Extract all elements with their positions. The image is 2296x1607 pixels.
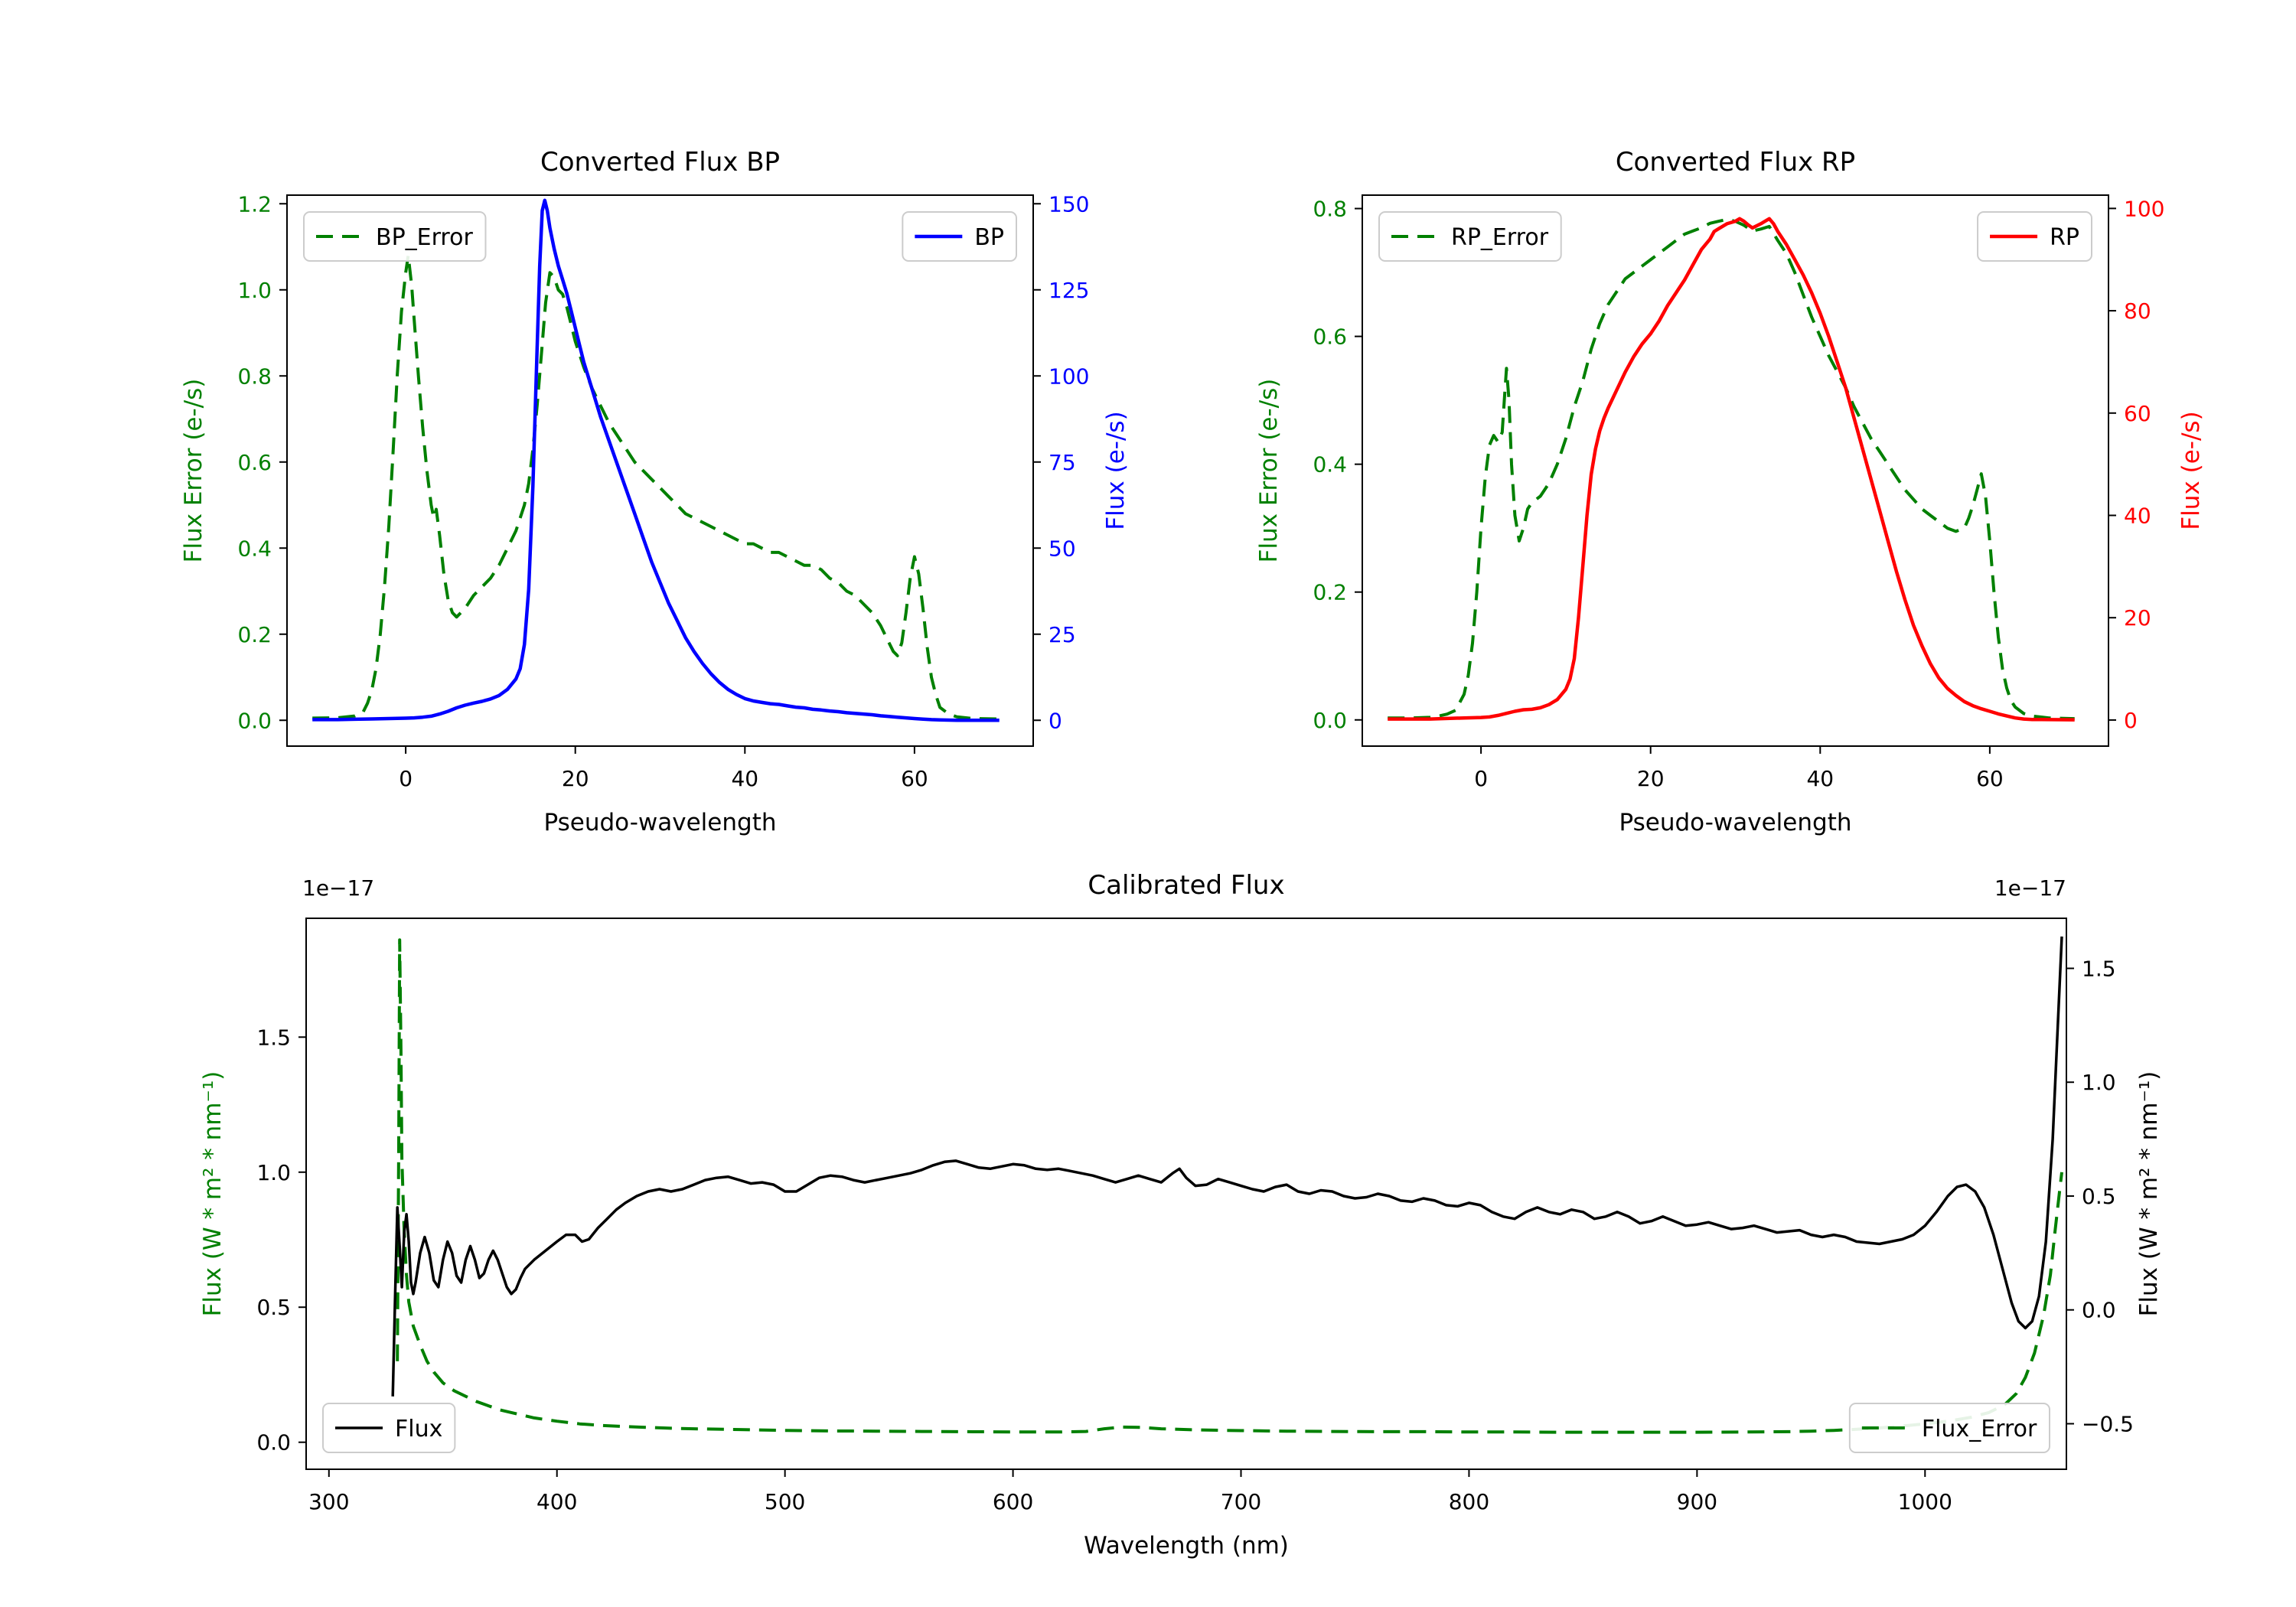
y-axis-label-right: Flux (W * m² * nm⁻¹): [2135, 1071, 2163, 1317]
x-axis-label: Pseudo-wavelength: [543, 809, 776, 836]
x-tick-label: 300: [308, 1489, 349, 1514]
y-tick-label-right: 1.0: [2082, 1070, 2116, 1095]
x-tick-label: 0: [399, 766, 413, 791]
legend-BP: BP: [902, 211, 1017, 262]
legend-BP_Error: BP_Error: [303, 211, 487, 262]
y-tick-label-right: 0.0: [2082, 1298, 2116, 1323]
legend-label: Flux: [395, 1416, 442, 1442]
offset-text-left: 1e−17: [302, 875, 374, 901]
y-tick-label-left: 0.2: [1313, 580, 1347, 605]
legend-Flux_Error: Flux_Error: [1848, 1403, 2050, 1453]
y-tick-label-right: −0.5: [2082, 1411, 2134, 1436]
x-tick-label: 40: [731, 766, 758, 791]
y-tick-label-left: 0.6: [1313, 324, 1347, 350]
legend-RP_Error: RP_Error: [1378, 211, 1562, 262]
legend-box: [1378, 211, 1562, 262]
y-tick-label-left: 0.8: [1313, 197, 1347, 222]
x-tick-label: 0: [1474, 766, 1488, 791]
x-tick-label: 800: [1449, 1489, 1489, 1514]
y-tick-label-left: 0.0: [237, 708, 272, 733]
x-tick-label: 400: [536, 1489, 577, 1514]
x-tick-label: 900: [1677, 1489, 1717, 1514]
legend-label: BP_Error: [376, 224, 473, 251]
x-tick-label: 1000: [1898, 1489, 1952, 1514]
legend-label: RP_Error: [1451, 224, 1549, 251]
y-tick-label-right: 0: [1049, 708, 1062, 733]
x-tick-label: 60: [901, 766, 928, 791]
series-Flux: [391, 936, 2063, 1397]
y-axis-label-left: Flux Error (e-/s): [1255, 379, 1283, 563]
chart-title: Converted Flux BP: [540, 147, 780, 178]
legend-label: BP: [974, 224, 1004, 251]
y-tick-label-right: 125: [1049, 278, 1089, 303]
y-tick-label-right: 60: [2124, 401, 2151, 426]
offset-text-right: 1e−17: [1994, 875, 2066, 901]
y-tick-label-right: 25: [1049, 622, 1076, 647]
y-axis-label-right: Flux (e-/s): [1102, 411, 1130, 530]
legend-box: [322, 1403, 456, 1453]
y-tick-label-left: 0.6: [237, 450, 272, 475]
axes-frame: [1362, 194, 2109, 747]
y-tick-label-left: 1.0: [237, 278, 272, 303]
y-axis-label-left: Flux Error (e-/s): [180, 379, 207, 563]
y-tick-label-left: 1.0: [256, 1160, 291, 1185]
y-tick-label-right: 100: [1049, 363, 1089, 389]
series-BP_Error: [312, 253, 1000, 721]
y-tick-label-left: 0.4: [1313, 452, 1347, 478]
series-RP: [1388, 217, 2075, 722]
axes-frame: [305, 918, 2067, 1470]
y-tick-label-left: 0.5: [256, 1295, 291, 1320]
y-tick-label-left: 1.2: [237, 191, 272, 217]
series-BP: [312, 198, 1000, 722]
y-tick-label-right: 100: [2124, 196, 2164, 221]
x-tick-label: 500: [765, 1489, 805, 1514]
series-Flux_Error: [396, 938, 2063, 1434]
y-tick-label-right: 75: [1049, 450, 1076, 475]
x-tick-label: 600: [993, 1489, 1033, 1514]
y-tick-label-right: 40: [2124, 503, 2151, 528]
x-tick-label: 60: [1976, 766, 2004, 791]
y-tick-label-right: 0: [2124, 708, 2138, 733]
y-tick-label-left: 1.5: [256, 1025, 291, 1050]
axes-frame: [286, 194, 1034, 747]
y-tick-label-right: 20: [2124, 605, 2151, 631]
y-tick-label-left: 0.2: [237, 622, 272, 647]
legend-box: [1848, 1403, 2050, 1453]
legend-Flux: Flux: [322, 1403, 456, 1453]
chart-title: Converted Flux RP: [1616, 147, 1855, 178]
legend-label: RP: [2050, 224, 2079, 251]
x-tick-label: 20: [1637, 766, 1665, 791]
y-tick-label-right: 80: [2124, 298, 2151, 324]
chart-title: Calibrated Flux: [1088, 870, 1284, 901]
x-tick-label: 20: [562, 766, 589, 791]
x-axis-label: Wavelength (nm): [1084, 1532, 1289, 1560]
y-axis-label-right: Flux (e-/s): [2177, 411, 2205, 530]
y-axis-label-left: Flux (W * m² * nm⁻¹): [199, 1071, 227, 1317]
legend-RP: RP: [1977, 211, 2092, 262]
y-tick-label-right: 0.5: [2082, 1184, 2116, 1209]
y-tick-label-right: 150: [1049, 191, 1089, 217]
y-tick-label-right: 1.5: [2082, 956, 2116, 981]
x-tick-label: 40: [1806, 766, 1834, 791]
y-tick-label-right: 50: [1049, 536, 1076, 561]
series-RP_Error: [1388, 217, 2075, 721]
y-tick-label-left: 0.8: [237, 363, 272, 389]
x-tick-label: 700: [1221, 1489, 1261, 1514]
y-tick-label-left: 0.0: [256, 1430, 291, 1455]
y-tick-label-left: 0.0: [1313, 708, 1347, 733]
x-axis-label: Pseudo-wavelength: [1619, 809, 1851, 836]
legend-box: [303, 211, 487, 262]
legend-label: Flux_Error: [1922, 1416, 2037, 1442]
y-tick-label-left: 0.4: [237, 536, 272, 561]
